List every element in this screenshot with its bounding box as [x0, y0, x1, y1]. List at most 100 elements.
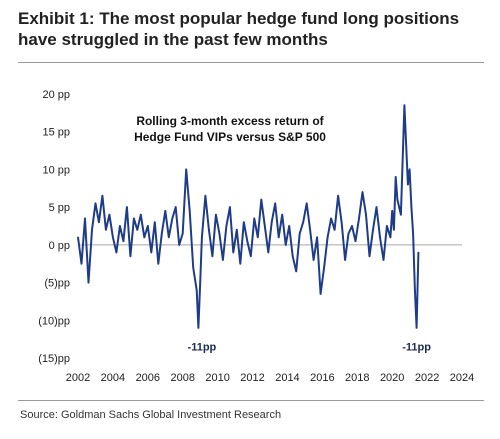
- x-tick-label: 2002: [66, 372, 90, 384]
- x-tick-label: 2018: [345, 372, 369, 384]
- data-point: [326, 236, 329, 239]
- data-point: [288, 225, 291, 227]
- data-point: [239, 262, 242, 265]
- data-point: [417, 251, 420, 254]
- data-point: [195, 289, 198, 291]
- data-point: [160, 232, 163, 235]
- data-point: [372, 228, 374, 231]
- y-tick-label: 10 pp: [42, 164, 70, 176]
- data-point: [105, 228, 107, 231]
- exhibit-title: Exhibit 1: The most popular hedge fund l…: [18, 9, 460, 49]
- data-point: [263, 225, 266, 227]
- data-point: [305, 202, 308, 205]
- data-point: [167, 236, 170, 239]
- data-point: [229, 206, 231, 208]
- data-point: [375, 206, 378, 208]
- data-point: [80, 262, 83, 265]
- data-point: [143, 236, 146, 239]
- y-tick-label: 15 pp: [42, 127, 70, 139]
- data-point: [393, 228, 395, 231]
- data-point: [197, 327, 200, 329]
- data-point: [136, 228, 139, 231]
- x-tick-label: 2022: [415, 372, 439, 384]
- data-point: [101, 195, 104, 197]
- data-point: [298, 232, 301, 235]
- data-point: [415, 327, 418, 329]
- data-point: [312, 259, 315, 261]
- data-point: [126, 206, 128, 208]
- x-tick-label: 2006: [136, 372, 160, 384]
- data-point: [333, 228, 336, 231]
- data-point: [267, 251, 270, 254]
- data-point: [199, 281, 201, 284]
- data-point: [218, 232, 221, 235]
- data-point: [140, 213, 142, 216]
- data-point: [394, 176, 397, 178]
- y-tick-label: 5 pp: [49, 202, 70, 214]
- x-tick-label: 2010: [205, 372, 229, 384]
- data-point: [94, 202, 97, 205]
- data-point: [408, 168, 411, 171]
- data-point: [204, 195, 207, 197]
- data-point: [340, 221, 343, 224]
- data-point: [382, 259, 385, 261]
- y-tick-label: 20 pp: [42, 89, 70, 101]
- data-point: [112, 236, 114, 239]
- data-point: [351, 225, 353, 227]
- data-point: [171, 217, 174, 220]
- data-point: [379, 236, 381, 239]
- data-point: [147, 225, 149, 227]
- data-point: [250, 255, 252, 257]
- x-tick-label: 2024: [450, 372, 474, 384]
- data-point: [277, 236, 280, 239]
- data-point: [178, 244, 181, 246]
- source-note: Source: Goldman Sachs Global Investment …: [20, 409, 282, 421]
- data-point: [119, 225, 121, 227]
- data-point: [108, 213, 111, 216]
- x-tick-label: 2012: [240, 372, 264, 384]
- data-point: [181, 232, 184, 235]
- data-point: [407, 183, 409, 186]
- data-point: [365, 213, 367, 216]
- x-tick-label: 2016: [310, 372, 334, 384]
- data-point: [354, 240, 357, 242]
- data-point: [174, 206, 177, 208]
- data-point: [386, 225, 388, 227]
- data-point: [291, 255, 294, 257]
- data-point: [129, 255, 132, 257]
- data-point: [133, 217, 135, 220]
- x-axis-ticks: 2002 2004 2006 2008 2010 2012 2014 2016 2018 2020…: [66, 372, 474, 384]
- data-point: [284, 244, 287, 246]
- data-point: [274, 202, 277, 205]
- y-tick-label: (10)pp: [38, 315, 70, 327]
- data-point: [211, 255, 214, 257]
- data-point: [260, 198, 263, 201]
- data-point: [87, 281, 90, 284]
- data-point: [208, 228, 210, 231]
- data-point: [368, 255, 371, 257]
- x-tick-label: 2008: [170, 372, 194, 384]
- y-tick-label: 0 pp: [49, 240, 70, 252]
- x-tick-label: 2004: [101, 372, 125, 384]
- data-point: [361, 191, 364, 193]
- data-point: [236, 228, 238, 231]
- data-point: [400, 213, 402, 216]
- y-axis-ticks: 20 pp 15 pp 10 pp 5 pp 0 pp (5)pp (10)pp (15)pp: [38, 89, 70, 365]
- data-point: [243, 221, 245, 224]
- data-point: [84, 217, 86, 220]
- data-point: [330, 217, 332, 220]
- data-point: [270, 221, 273, 224]
- data-point: [337, 195, 339, 197]
- y-tick-label: (15)pp: [38, 353, 70, 365]
- annotations: -11pp -11pp: [188, 342, 432, 354]
- annotation-label: -11pp: [402, 342, 431, 354]
- data-point: [253, 217, 256, 220]
- top-rule: [18, 62, 484, 63]
- data-point: [215, 213, 217, 216]
- data-point: [391, 210, 393, 212]
- chart-title-line-2: Hedge Fund VIPs versus S&P 500: [134, 130, 326, 144]
- data-point: [403, 104, 406, 107]
- data-point: [225, 225, 228, 227]
- data-point: [358, 217, 360, 220]
